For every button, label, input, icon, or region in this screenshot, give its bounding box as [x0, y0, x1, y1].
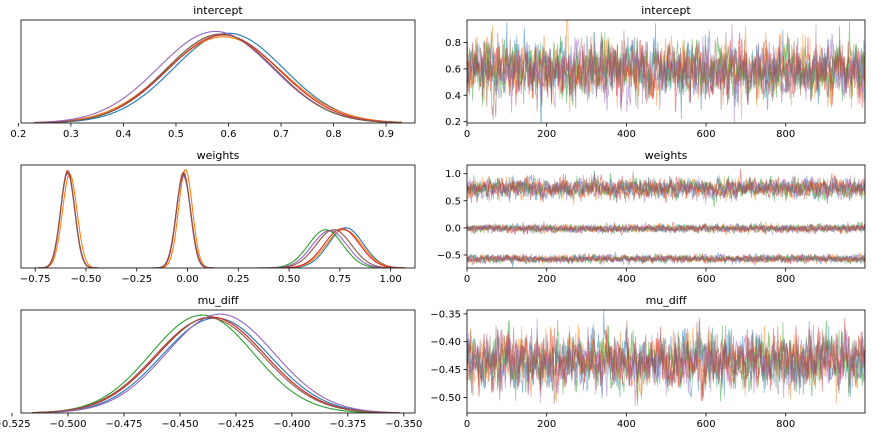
- mu-diff-trace-frame: [466, 309, 866, 414]
- intercept-kde-curve-2: [34, 33, 402, 123]
- weights-trace-panel: weights 0 200 400 600 800 −0.5 0.0 0.5 1.0: [437, 149, 866, 285]
- intercept-trace-x-tick-label: 800: [776, 129, 795, 140]
- mu-diff-trace-x-tick-label: 600: [696, 419, 715, 430]
- mu-diff-trace-x-tick-label: 800: [776, 419, 795, 430]
- weights-trace-x-tick-label: 800: [776, 274, 795, 285]
- intercept-kde-curve-4: [34, 30, 402, 123]
- mu-diff-kde-curve-2: [32, 314, 400, 413]
- weights-trace-chain-5-band-0: [467, 171, 865, 203]
- mu-diff-trace-chain-5-band-0: [467, 317, 865, 405]
- mu-diff-kde-x-tick-label: −0.450: [161, 419, 198, 430]
- weights-kde-curve-4: [33, 172, 405, 268]
- intercept-kde-x-tick-label: 0.8: [326, 129, 342, 140]
- weights-kde-panel: weights −0.75 −0.50 −0.25 0.00 0.25 0.50 0.75 1.…: [20, 149, 416, 285]
- weights-trace-chain-4-band-0: [467, 174, 865, 204]
- intercept-trace-y-tick-label: 0.2: [445, 117, 461, 128]
- mu-diff-trace-x-tick-label: 0: [464, 419, 470, 430]
- weights-trace-chain-5-band-2: [467, 252, 865, 266]
- weights-trace-y-tick-label: 0.5: [445, 196, 461, 207]
- mu-diff-trace-y-tick-label: −0.40: [430, 337, 461, 348]
- mu-diff-trace-y-tick-label: −0.35: [430, 309, 461, 320]
- mu-diff-trace-plot-area: [467, 310, 865, 407]
- intercept-kde-curve-3: [34, 34, 402, 123]
- weights-kde-plot-area: [33, 168, 405, 268]
- weights-trace-y-tick-label: −0.5: [437, 250, 461, 261]
- intercept-trace-plot-area: [467, 20, 865, 123]
- mu-diff-kde-curve-3: [32, 316, 400, 413]
- weights-kde-frame: [20, 164, 416, 269]
- weights-trace-plot-area: [467, 169, 865, 268]
- mu-diff-kde-curve-4: [32, 313, 400, 413]
- intercept-trace-title: intercept: [641, 4, 691, 17]
- mu-diff-kde-x-tick-label: −0.375: [329, 419, 366, 430]
- intercept-kde-plot-area: [34, 30, 402, 123]
- mu-diff-kde-frame: [20, 309, 416, 414]
- intercept-kde-title: intercept: [193, 4, 243, 17]
- weights-kde-x-tick-label: −0.25: [121, 274, 152, 285]
- weights-trace-y-tick-label: 1.0: [445, 169, 461, 180]
- weights-trace-x-tick-label: 200: [537, 274, 556, 285]
- intercept-trace-y-tick-label: 0.6: [445, 64, 461, 75]
- weights-kde-x-tick-label: 0.50: [278, 274, 300, 285]
- intercept-trace-panel: intercept 0 200 400 600 800 0.2 0.4 0.6 0.8: [445, 4, 866, 140]
- mu-diff-trace-y-tick-label: −0.45: [430, 365, 461, 376]
- mu-diff-kde-panel: mu_diff −0.525 −0.500 −0.475 −0.450 −0.425 −0.…: [0, 294, 422, 430]
- intercept-trace-chain-5-band-0: [467, 30, 865, 120]
- intercept-kde-panel: intercept 0.2 0.3 0.4 0.5 0.6 0.7 0.8 0.9: [10, 4, 416, 140]
- intercept-trace-frame: [466, 19, 866, 124]
- mu-diff-kde-curve-5: [32, 317, 400, 413]
- mu-diff-kde-curve-1: [32, 316, 400, 413]
- mu-diff-trace-y-tick-label: −0.50: [430, 393, 461, 404]
- mu-diff-kde-plot-area: [32, 313, 400, 413]
- weights-kde-title: weights: [197, 149, 240, 162]
- intercept-kde-x-tick-label: 0.5: [168, 129, 184, 140]
- mu-diff-trace-title: mu_diff: [646, 294, 687, 307]
- intercept-kde-x-tick-label: 0.3: [63, 129, 79, 140]
- mu-diff-kde-x-tick-label: −0.425: [217, 419, 254, 430]
- intercept-trace-x-tick-label: 0: [464, 129, 470, 140]
- mu-diff-kde-curve-0: [32, 317, 400, 413]
- weights-kde-x-tick-label: 0.75: [329, 274, 351, 285]
- mu-diff-trace-x-tick-label: 400: [617, 419, 636, 430]
- mu-diff-kde-title: mu_diff: [198, 294, 239, 307]
- weights-trace-x-tick-label: 0: [464, 274, 470, 285]
- weights-kde-x-tick-label: −0.50: [71, 274, 102, 285]
- mu-diff-kde-x-tick-label: −0.500: [50, 419, 87, 430]
- intercept-kde-x-tick-label: 0.7: [273, 129, 289, 140]
- weights-kde-x-tick-label: 1.00: [379, 274, 401, 285]
- intercept-kde-x-tick-label: 0.4: [115, 129, 131, 140]
- mu-diff-trace-x-tick-label: 200: [537, 419, 556, 430]
- intercept-kde-curve-1: [34, 36, 402, 123]
- weights-kde-curve-0: [33, 171, 405, 268]
- weights-kde-x-tick-label: 0.25: [227, 274, 249, 285]
- mu-diff-kde-x-tick-label: −0.525: [0, 419, 31, 430]
- weights-trace-frame: [466, 164, 866, 269]
- weights-kde-x-tick-label: −0.75: [20, 274, 51, 285]
- weights-kde-curve-5: [33, 171, 405, 268]
- intercept-trace-x-tick-label: 200: [537, 129, 556, 140]
- weights-kde-curve-2: [33, 171, 405, 268]
- weights-trace-chain-5-band-1: [467, 221, 865, 237]
- intercept-kde-x-tick-label: 0.6: [221, 129, 237, 140]
- intercept-kde-curve-5: [34, 33, 402, 123]
- intercept-kde-x-tick-label: 0.2: [10, 129, 26, 140]
- mu-diff-kde-x-tick-label: −0.350: [385, 419, 422, 430]
- intercept-trace-y-tick-label: 0.4: [445, 91, 461, 102]
- intercept-trace-y-tick-label: 0.8: [445, 38, 461, 49]
- mu-diff-kde-x-tick-label: −0.475: [105, 419, 142, 430]
- mu-diff-trace-panel: mu_diff 0 200 400 600 800 −0.50 −0.45 −0.40 −0.35: [430, 294, 866, 430]
- weights-trace-chain-4-band-1: [467, 222, 865, 236]
- intercept-trace-x-tick-label: 600: [696, 129, 715, 140]
- mu-diff-kde-x-tick-label: −0.400: [273, 419, 310, 430]
- weights-trace-title: weights: [645, 149, 688, 162]
- intercept-kde-curve-0: [34, 32, 402, 123]
- weights-trace-x-tick-label: 600: [696, 274, 715, 285]
- weights-trace-x-tick-label: 400: [617, 274, 636, 285]
- intercept-kde-x-tick-label: 0.9: [378, 129, 394, 140]
- weights-kde-x-tick-label: 0.00: [176, 274, 198, 285]
- weights-trace-y-tick-label: 0.0: [445, 223, 461, 234]
- intercept-trace-x-tick-label: 400: [617, 129, 636, 140]
- intercept-kde-frame: [20, 19, 416, 124]
